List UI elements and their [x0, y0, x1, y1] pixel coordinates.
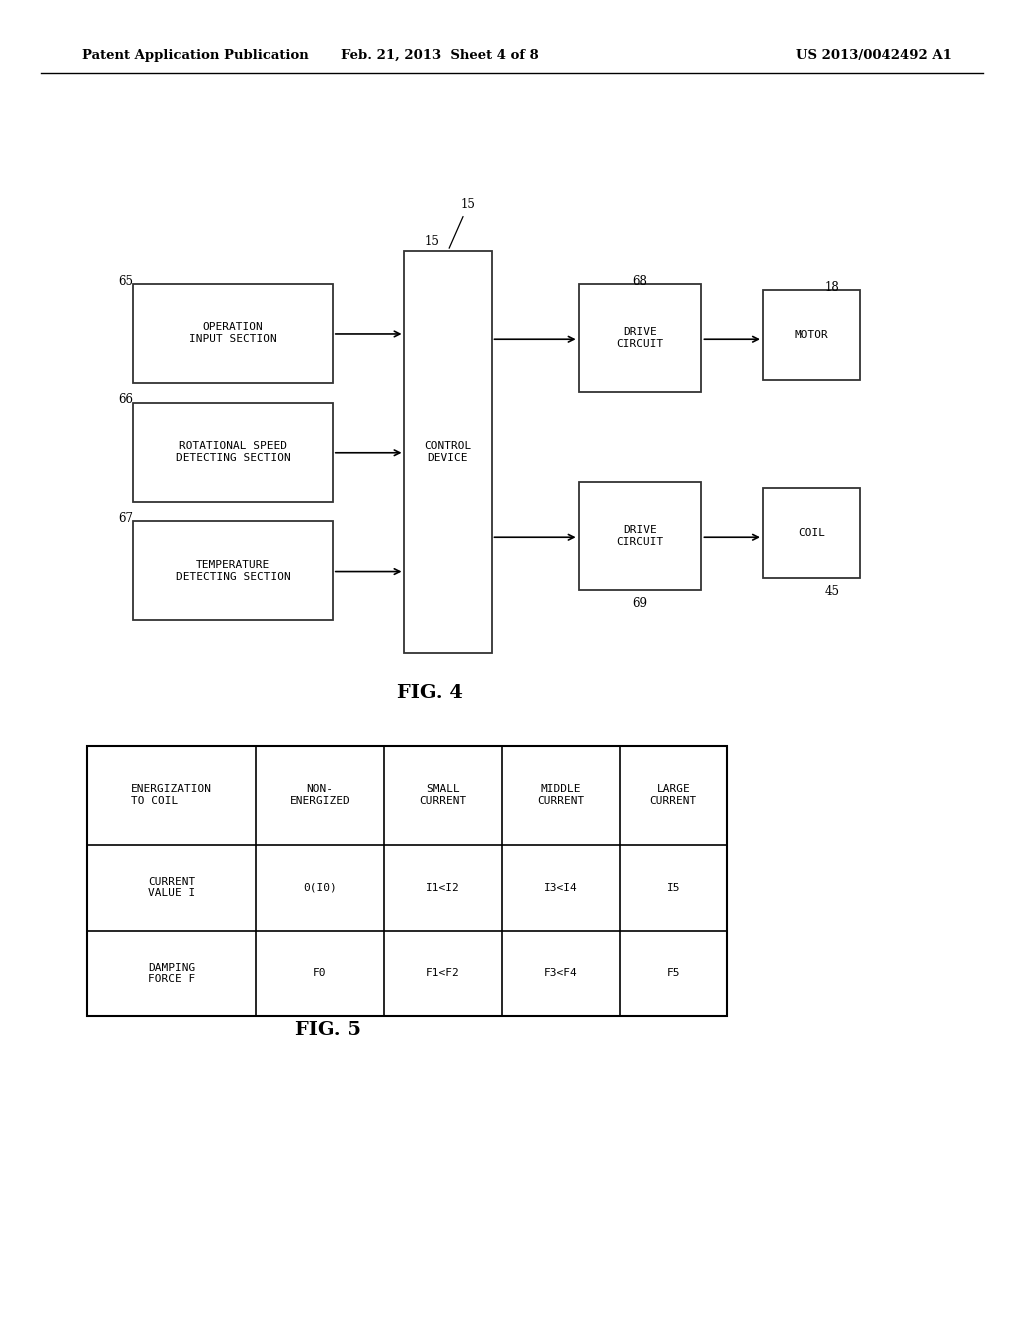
Text: 15: 15 [425, 235, 440, 248]
Text: SMALL
CURRENT: SMALL CURRENT [419, 784, 467, 807]
Text: COIL: COIL [798, 528, 825, 539]
Bar [763, 290, 860, 380]
Text: FIG. 4: FIG. 4 [397, 684, 463, 702]
Bar [579, 284, 701, 392]
Text: TEMPERATURE
DETECTING SECTION: TEMPERATURE DETECTING SECTION [175, 560, 291, 582]
Text: DRIVE
CIRCUIT: DRIVE CIRCUIT [616, 327, 664, 348]
Bar [763, 488, 860, 578]
Bar [133, 521, 333, 620]
Text: F5: F5 [667, 969, 680, 978]
Text: F0: F0 [313, 969, 327, 978]
Text: FIG. 5: FIG. 5 [295, 1020, 360, 1039]
Text: 0(I0): 0(I0) [303, 883, 337, 892]
Text: I3<I4: I3<I4 [544, 883, 578, 892]
Text: MOTOR: MOTOR [795, 330, 828, 341]
Text: 15: 15 [450, 198, 476, 248]
Bar [579, 482, 701, 590]
Bar [87, 746, 727, 1016]
Text: 18: 18 [824, 281, 839, 294]
Text: 65: 65 [118, 275, 133, 288]
Text: 67: 67 [118, 512, 133, 525]
Text: 66: 66 [118, 393, 133, 407]
Bar [133, 403, 333, 502]
Bar [404, 251, 492, 653]
Text: F3<F4: F3<F4 [544, 969, 578, 978]
Text: DAMPING
FORCE F: DAMPING FORCE F [147, 962, 196, 985]
Text: 68: 68 [632, 275, 647, 288]
Text: CONTROL
DEVICE: CONTROL DEVICE [424, 441, 472, 463]
Text: ROTATIONAL SPEED
DETECTING SECTION: ROTATIONAL SPEED DETECTING SECTION [175, 441, 291, 463]
Text: NON-
ENERGIZED: NON- ENERGIZED [290, 784, 350, 807]
Bar [133, 284, 333, 383]
Text: OPERATION
INPUT SECTION: OPERATION INPUT SECTION [189, 322, 276, 345]
Text: 69: 69 [632, 597, 647, 610]
Text: US 2013/0042492 A1: US 2013/0042492 A1 [797, 49, 952, 62]
Text: LARGE
CURRENT: LARGE CURRENT [649, 784, 697, 807]
Text: I5: I5 [667, 883, 680, 892]
Text: F1<F2: F1<F2 [426, 969, 460, 978]
Text: DRIVE
CIRCUIT: DRIVE CIRCUIT [616, 525, 664, 546]
Text: I1<I2: I1<I2 [426, 883, 460, 892]
Text: CURRENT
VALUE I: CURRENT VALUE I [147, 876, 196, 899]
Text: MIDDLE
CURRENT: MIDDLE CURRENT [537, 784, 585, 807]
Text: 45: 45 [824, 585, 840, 598]
Text: Feb. 21, 2013  Sheet 4 of 8: Feb. 21, 2013 Sheet 4 of 8 [341, 49, 540, 62]
Text: Patent Application Publication: Patent Application Publication [82, 49, 308, 62]
Text: ENERGIZATION
TO COIL: ENERGIZATION TO COIL [131, 784, 212, 807]
